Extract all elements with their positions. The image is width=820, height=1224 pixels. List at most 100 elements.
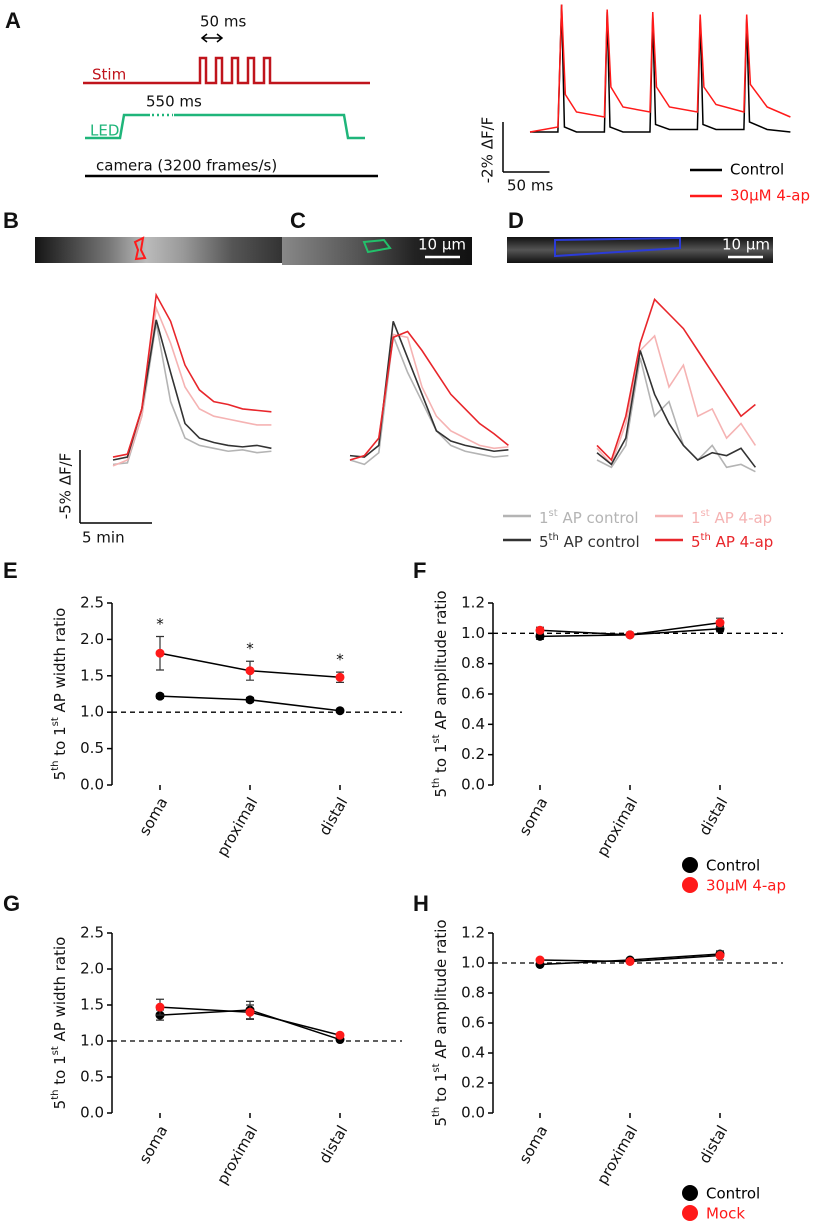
data-point	[535, 625, 545, 635]
roi-b	[133, 236, 147, 261]
data-point	[335, 706, 345, 716]
camera-label: camera (3200 frames/s)	[96, 157, 277, 175]
y-tick-label: 1.5	[80, 996, 104, 1014]
protocol	[83, 33, 378, 178]
y-tick-label: 0.4	[461, 1044, 485, 1062]
y-axis-label: 5th to 1st AP width ratio	[50, 608, 69, 781]
y-tick-label: 2.0	[80, 960, 104, 978]
y-tick-label: 1.0	[461, 624, 485, 642]
x-tick-label: distal	[695, 794, 731, 838]
trace	[112, 319, 272, 461]
panel-label: G	[3, 891, 20, 916]
legend-label: Control	[706, 857, 760, 875]
y-tick-label: 1.0	[80, 1032, 104, 1050]
y-tick-label: 0.0	[80, 776, 104, 794]
roi-d	[554, 236, 681, 258]
y-tick-label: 0.2	[461, 1074, 485, 1092]
panel-label: E	[3, 558, 18, 583]
x-tick-label: proximal	[213, 1122, 261, 1187]
x-tick-label: distal	[315, 794, 351, 838]
y-tick-label: 2.5	[80, 594, 104, 612]
y-tick-label: 0.2	[461, 745, 485, 763]
trace	[596, 297, 756, 462]
trace	[112, 292, 272, 458]
y-tick-label: 0.0	[80, 1104, 104, 1122]
pulse-interval: 50 ms	[200, 13, 246, 31]
y-tick-label: 0.8	[461, 654, 485, 672]
trace	[349, 335, 509, 466]
trace	[112, 322, 272, 466]
scale-label-x: 5 min	[82, 529, 125, 547]
x-tick-label: proximal	[213, 794, 261, 859]
trace	[530, 4, 791, 133]
legend-marker	[682, 857, 698, 873]
data-point	[155, 691, 165, 701]
data-point	[715, 951, 725, 960]
legend-label: 1st AP control	[539, 508, 639, 527]
legend-marker	[682, 1205, 698, 1221]
x-tick-label: soma	[135, 794, 171, 838]
trace	[596, 350, 757, 468]
y-axis-label: 5th to 1st AP width ratio	[50, 937, 69, 1110]
x-tick-label: soma	[515, 794, 551, 838]
y-tick-label: 0.5	[80, 739, 104, 757]
interval-arrow	[200, 33, 224, 43]
x-tick-label: distal	[315, 1122, 351, 1166]
data-point	[625, 957, 635, 966]
panel-label: B	[3, 208, 19, 233]
legend-label: 30µM 4-ap	[706, 877, 786, 895]
y-axis-label: 5th to 1st AP amplitude ratio	[431, 590, 450, 797]
legend-marker	[682, 1185, 698, 1201]
data-point	[245, 695, 255, 705]
scale-label-c: 10 µm	[418, 236, 466, 254]
data-point	[245, 666, 255, 676]
y-tick-label: 2.5	[80, 924, 104, 942]
led-line	[85, 113, 365, 140]
scale-label-d: 10 µm	[722, 236, 770, 254]
y-tick-label: 1.0	[80, 703, 104, 721]
images: 10 µm 10 µm	[35, 236, 773, 265]
trace	[349, 330, 509, 461]
panel-label: C	[290, 208, 306, 233]
data-point	[715, 618, 725, 628]
trace	[349, 333, 509, 461]
x-tick-label: soma	[515, 1122, 551, 1166]
y-tick-label: 0.5	[80, 1068, 104, 1086]
legend-label: 5th AP 4-ap	[691, 532, 773, 551]
significance: *	[246, 640, 254, 658]
legend-label: Mock	[706, 1205, 745, 1223]
y-tick-label: 1.2	[461, 924, 485, 942]
legend-label: 5th AP control	[539, 532, 640, 551]
y-tick-label: 0.0	[461, 776, 485, 794]
legend-label: Control	[706, 1185, 760, 1203]
data-point	[535, 955, 545, 965]
led-duration: 550 ms	[146, 93, 202, 111]
significance: *	[336, 651, 344, 669]
legend-label: 30µM 4-ap	[730, 187, 810, 205]
y-tick-label: 0.0	[461, 1104, 485, 1122]
data-point	[335, 672, 345, 682]
trace	[529, 4, 791, 133]
y-tick-label: 0.6	[461, 1014, 485, 1032]
legend-label: 1st AP 4-ap	[691, 508, 772, 527]
image-b	[35, 237, 282, 263]
legend-marker	[682, 877, 698, 893]
x-tick-label: distal	[695, 1122, 731, 1166]
y-tick-label: 0.4	[461, 715, 485, 733]
y-tick-label: 1.5	[80, 666, 104, 684]
stim-line	[83, 56, 370, 85]
roi-c	[362, 238, 392, 254]
panel-label: F	[413, 558, 426, 583]
x-tick-label: proximal	[593, 1122, 641, 1187]
led-label: LED	[90, 122, 119, 140]
y-tick-label: 2.0	[80, 630, 104, 648]
panel-label: D	[508, 208, 524, 233]
scale-label-y: -2% ΔF/F	[479, 117, 497, 184]
y-tick-label: 1.0	[461, 954, 485, 972]
trace	[349, 321, 509, 458]
data-point	[245, 1007, 255, 1017]
trace	[112, 305, 272, 467]
trace	[596, 357, 756, 473]
data-point	[155, 648, 165, 658]
scale-label-y: -5% ΔF/F	[57, 453, 75, 520]
